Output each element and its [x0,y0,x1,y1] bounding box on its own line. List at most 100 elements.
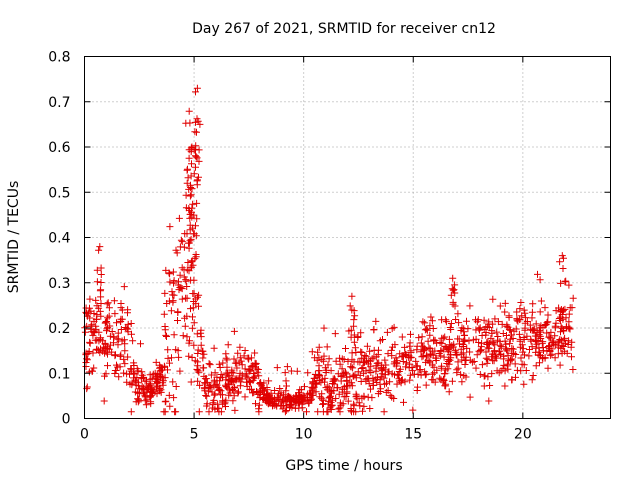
data-point [111,370,119,377]
data-point [308,395,315,403]
data-point [402,363,410,371]
data-point [90,364,98,372]
data-point [85,348,93,355]
data-point [536,352,544,359]
data-point [442,316,450,324]
data-point [185,154,193,162]
data-point [497,343,505,351]
data-point [430,336,438,344]
data-point [466,302,474,310]
data-point [235,388,242,396]
y-tick-label: 0.1 [48,366,70,382]
data-point [529,372,537,379]
data-point [231,406,239,414]
data-point [357,348,365,356]
data-point [185,339,193,347]
data-point [233,375,241,382]
data-point [368,355,376,363]
data-point [127,320,135,327]
data-point [414,383,421,391]
data-point [460,325,468,333]
data-point [388,325,396,333]
data-point [453,351,461,359]
data-point [193,199,201,207]
data-point [517,354,525,362]
data-point [165,391,173,399]
data-point [211,390,219,398]
y-axis-title: SRMTID / TECUs [6,181,22,294]
data-point [317,378,325,386]
data-point [127,365,135,373]
data-point [190,319,198,327]
data-point [350,358,358,366]
data-point [201,380,209,388]
data-point [241,393,249,401]
data-point [254,366,262,373]
data-point [96,307,104,315]
data-point [349,364,357,372]
data-point [472,316,479,324]
data-point [422,381,430,389]
data-point [558,324,566,332]
data-point [372,364,380,372]
data-point [442,318,450,326]
data-point [536,359,543,367]
data-point [503,332,510,339]
data-point [562,314,570,322]
data-point [363,342,371,350]
data-point [89,331,97,339]
data-point [192,251,200,258]
data-point [379,336,386,343]
data-point [363,357,370,365]
data-point [96,243,104,251]
data-point [490,357,498,365]
data-point [526,321,534,329]
data-point [216,364,224,371]
data-point [251,359,259,367]
data-point [93,266,101,274]
data-point [99,337,107,345]
data-point [280,396,288,404]
y-tick-label: 0.8 [48,50,70,66]
data-point [418,333,426,341]
data-point [225,381,233,389]
data-point [115,373,123,381]
data-point [374,351,382,359]
data-point [285,392,292,400]
data-point [112,351,119,359]
data-point [86,295,94,303]
data-point [192,153,200,161]
data-point [113,335,121,343]
data-point [247,367,255,375]
data-point [137,340,144,348]
data-point [287,396,295,404]
data-point [219,391,226,399]
data-point [89,349,97,357]
data-point [315,367,323,375]
data-point [238,361,246,369]
data-point [419,318,427,326]
data-point [311,374,318,382]
data-point [332,395,340,402]
data-point [372,317,380,325]
data-point [346,373,354,381]
data-point [554,350,562,358]
data-point [241,365,249,373]
data-point [380,408,388,416]
data-point [97,264,105,272]
data-point [187,172,195,180]
data-point [195,408,203,416]
data-point [436,339,444,346]
data-point [561,334,569,342]
data-point [104,362,111,370]
data-point [421,371,429,379]
data-point [347,363,355,371]
data-point [166,359,173,367]
data-point [113,319,120,327]
data-point [454,364,462,372]
data-point [491,341,499,349]
data-point [194,350,202,357]
data-point [231,359,239,367]
data-point [215,360,223,368]
data-point [501,299,509,307]
